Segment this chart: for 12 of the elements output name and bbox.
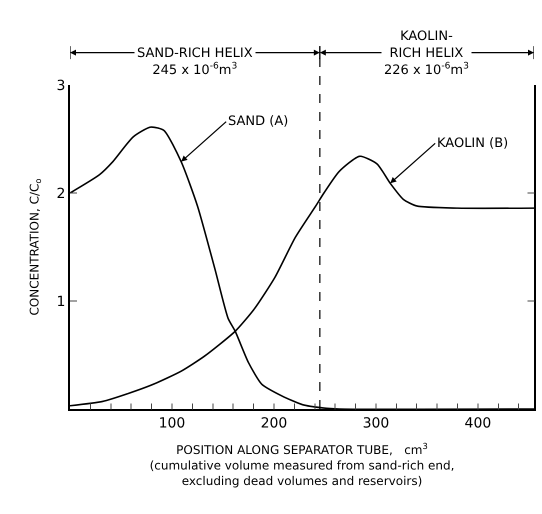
- x-tick-label: 200: [260, 416, 288, 432]
- x-tick-label: 300: [362, 416, 390, 432]
- y-tick-label: 3: [56, 78, 66, 94]
- text: SAND-RICH HELIX 245 x 10$^{-6}$m$^{3}$: [137, 46, 253, 78]
- y-tick-label: 1: [56, 294, 66, 310]
- text: KAOLIN (B): [437, 136, 508, 151]
- y-tick-label: 2: [56, 186, 66, 202]
- x-tick-label: 100: [158, 416, 186, 432]
- text: KAOLIN- RICH HELIX 226 x 10$^{-6}$m$^{3}$: [384, 29, 470, 78]
- x-tick-label: 400: [464, 416, 492, 432]
- text: SAND (A): [228, 114, 288, 129]
- x-axis-title: POSITION ALONG SEPARATOR TUBE, cm$^{3}$ (cumulative volume measured from sand-rich end, excluding dead volumes and reservoirs): [150, 440, 454, 488]
